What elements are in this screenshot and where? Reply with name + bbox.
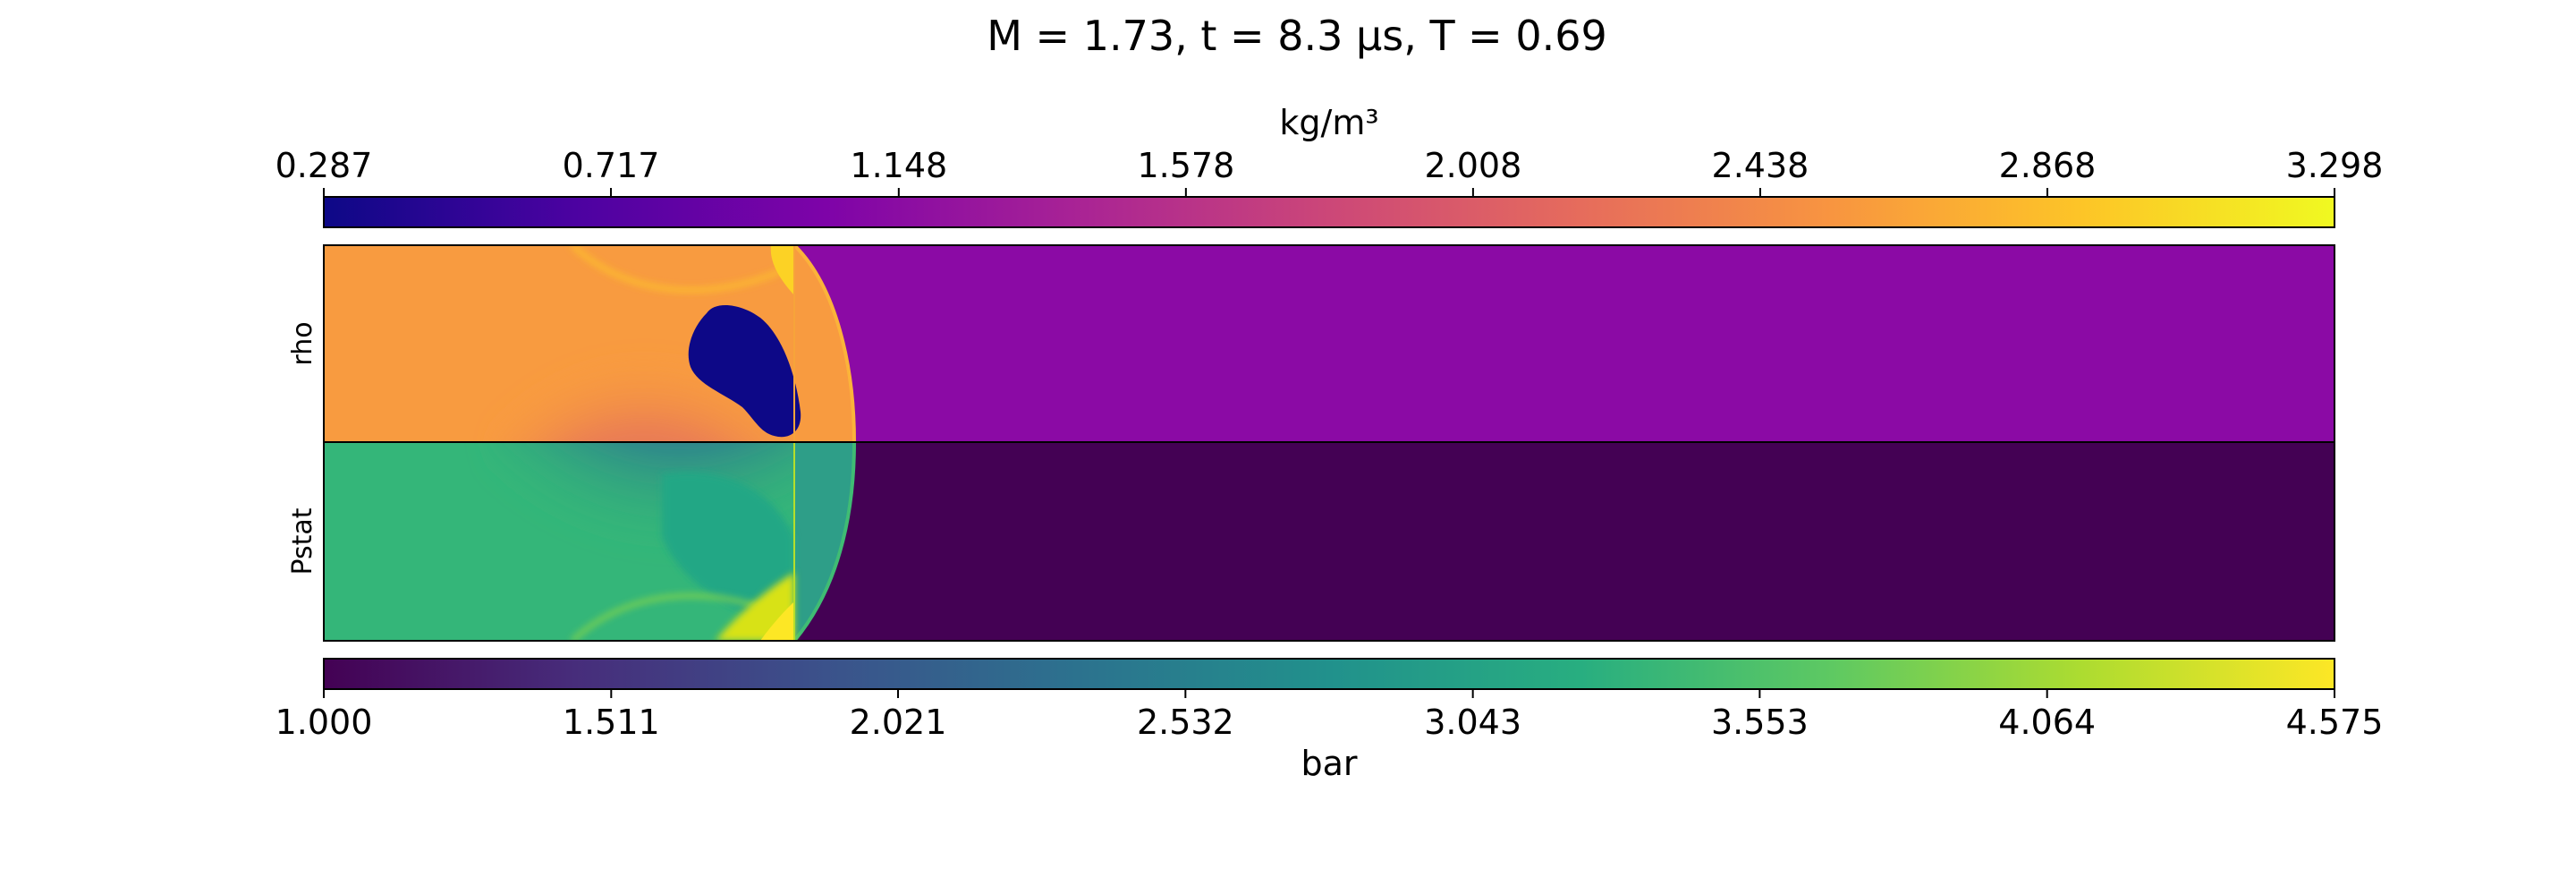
rho-transmitted-shock: [794, 245, 854, 442]
rho-bubble: [688, 304, 801, 438]
pstat-colorbar-ticks: 1.000 1.511 2.021 2.532 3.043 3.553 4.064 4.575: [275, 689, 2384, 742]
rho-colorbar-tick-label: 1.578: [1137, 146, 1234, 185]
pstat-pre-shock-region: [794, 442, 2334, 641]
rho-colorbar-tick-label: 0.287: [275, 146, 373, 185]
rho-colorbar-tick-label: 2.438: [1712, 146, 1809, 185]
pstat-colorbar-tick-label: 2.532: [1137, 703, 1234, 742]
pstat-colorbar: 1.000 1.511 2.021 2.532 3.043 3.553 4.064 4.575…: [275, 658, 2384, 783]
pstat-peak: [760, 601, 794, 641]
pstat-colorbar-tick-label: 3.553: [1711, 703, 1809, 742]
rho-colorbar-ticks: 0.287 0.717 1.148 1.578 2.008 2.438 2.868 3.298: [275, 146, 2384, 197]
rho-panel: rho: [287, 244, 2335, 443]
pstat-panel: Pstat: [287, 441, 2335, 642]
rho-colorbar-tick-label: 2.868: [1999, 146, 2097, 185]
pstat-transmitted-shock: [794, 442, 854, 641]
pstat-mid-region: [662, 472, 794, 626]
rho-colorbar-label: kg/m³: [1279, 103, 1378, 142]
rho-colorbar-tick-label: 2.008: [1424, 146, 1521, 185]
pstat-colorbar-tick-label: 2.021: [850, 703, 947, 742]
pstat-colorbar-tick-label: 1.000: [275, 703, 373, 742]
pstat-panel-frame: [323, 441, 2335, 642]
chart-title: M = 1.73, t = 8.3 μs, T = 0.69: [987, 12, 1607, 60]
pstat-ylabel: Pstat: [287, 507, 318, 575]
pstat-colorbar-label: bar: [1301, 744, 1357, 783]
rho-colorbar-bar: [323, 196, 2335, 228]
pstat-colorbar-bar: [323, 658, 2335, 690]
rho-ylabel: rho: [287, 321, 318, 365]
pstat-colorbar-tick-label: 4.575: [2286, 703, 2384, 742]
rho-colorbar-tick-label: 0.717: [563, 146, 660, 185]
rho-pre-shock-region: [794, 245, 2334, 442]
rho-colorbar-tick-label: 3.298: [2286, 146, 2384, 185]
rho-shock-front: [792, 245, 856, 442]
rho-upper-arc: [571, 245, 789, 293]
pstat-colorbar-tick-label: 4.064: [1998, 703, 2096, 742]
pstat-colorbar-tick-label: 3.043: [1424, 703, 1521, 742]
pstat-colorbar-tick-label: 1.511: [563, 703, 660, 742]
rho-colorbar: kg/m³ 0.287 0.717 1.148 1.578 2.008 2.438 2.86…: [275, 103, 2384, 228]
rho-colorbar-tick-label: 1.148: [850, 146, 947, 185]
rho-bright-edge: [770, 245, 794, 295]
pstat-shock-front: [792, 442, 856, 641]
